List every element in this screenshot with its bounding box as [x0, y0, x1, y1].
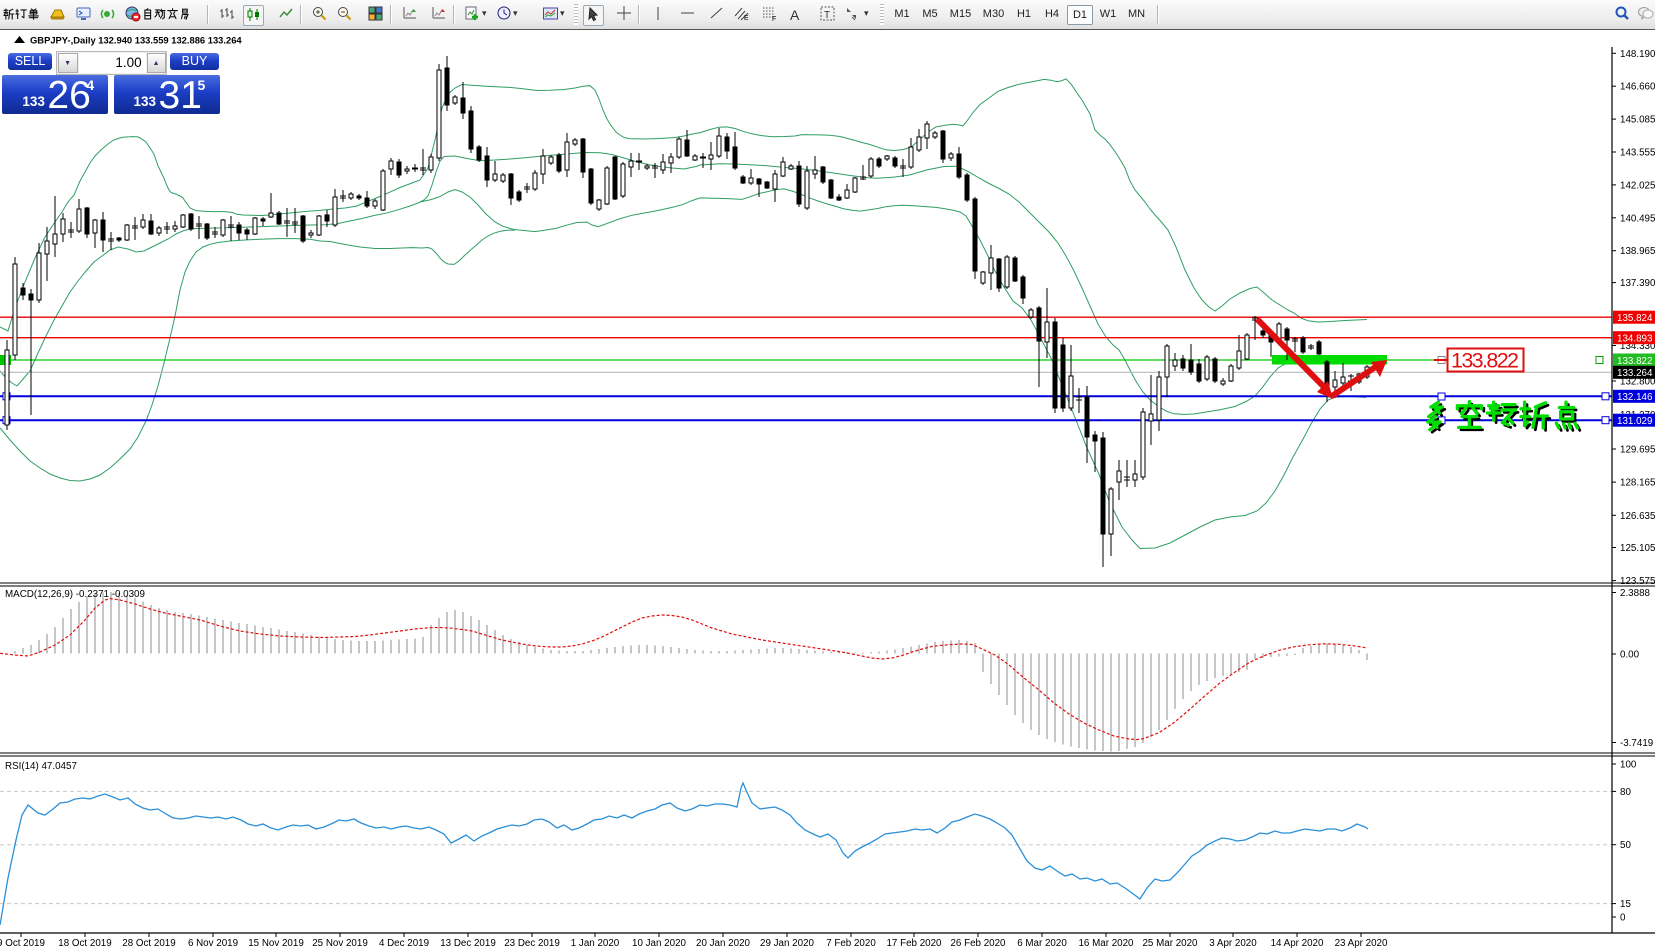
svg-text:129.695: 129.695	[1620, 445, 1655, 456]
svg-text:GBPJPY-,Daily 132.940 133.559: GBPJPY-,Daily 132.940 133.559 132.886 13…	[30, 35, 242, 46]
svg-text:1 Jan 2020: 1 Jan 2020	[571, 938, 620, 949]
svg-text:0.00: 0.00	[1620, 650, 1640, 661]
svg-text:26 Feb 2020: 26 Feb 2020	[950, 938, 1006, 949]
svg-text:138.965: 138.965	[1620, 246, 1655, 257]
svg-text:100: 100	[1620, 760, 1637, 771]
svg-text:15: 15	[1620, 899, 1631, 910]
svg-text:137.390: 137.390	[1620, 278, 1655, 289]
svg-text:RSI(14) 47.0457: RSI(14) 47.0457	[5, 761, 77, 772]
svg-text:125.105: 125.105	[1620, 543, 1655, 554]
svg-text:134.893: 134.893	[1617, 334, 1653, 345]
svg-text:143.555: 143.555	[1620, 148, 1655, 159]
svg-text:29 Jan 2020: 29 Jan 2020	[760, 938, 814, 949]
svg-text:123.575: 123.575	[1620, 576, 1655, 587]
svg-text:132.800: 132.800	[1620, 377, 1655, 388]
svg-text:148.190: 148.190	[1620, 49, 1655, 60]
svg-text:6 Mar 2020: 6 Mar 2020	[1017, 938, 1067, 949]
svg-text:126.635: 126.635	[1620, 511, 1655, 522]
svg-text:15 Nov 2019: 15 Nov 2019	[248, 938, 304, 949]
svg-text:0: 0	[1620, 913, 1626, 924]
svg-text:133.822: 133.822	[1451, 349, 1519, 373]
svg-text:T: T	[824, 10, 830, 21]
svg-text:4 Dec 2019: 4 Dec 2019	[379, 938, 429, 949]
svg-text:6 Nov 2019: 6 Nov 2019	[188, 938, 238, 949]
svg-text:E: E	[744, 15, 749, 22]
svg-text:MACD(12,26,9) -0.2371 -0.0309: MACD(12,26,9) -0.2371 -0.0309	[5, 589, 145, 600]
svg-text:2.3888: 2.3888	[1620, 588, 1651, 599]
svg-text:14 Apr 2020: 14 Apr 2020	[1271, 938, 1324, 949]
svg-text:50: 50	[1620, 840, 1631, 851]
svg-text:-3.7419: -3.7419	[1620, 738, 1653, 749]
svg-text:80: 80	[1620, 787, 1631, 798]
svg-text:128.165: 128.165	[1620, 478, 1655, 489]
svg-text:20 Jan 2020: 20 Jan 2020	[696, 938, 750, 949]
svg-text:140.495: 140.495	[1620, 213, 1655, 224]
svg-text:17 Feb 2020: 17 Feb 2020	[886, 938, 942, 949]
svg-text:16 Mar 2020: 16 Mar 2020	[1078, 938, 1134, 949]
svg-text:9 Oct 2019: 9 Oct 2019	[0, 938, 45, 949]
svg-text:3 Apr 2020: 3 Apr 2020	[1209, 938, 1257, 949]
svg-text:23 Apr 2020: 23 Apr 2020	[1335, 938, 1388, 949]
svg-text:23 Dec 2019: 23 Dec 2019	[504, 938, 560, 949]
svg-text:133.822: 133.822	[1617, 356, 1652, 367]
svg-text:28 Oct 2019: 28 Oct 2019	[122, 938, 175, 949]
svg-text:131.029: 131.029	[1617, 416, 1652, 427]
svg-text:F: F	[772, 16, 776, 22]
svg-text:142.025: 142.025	[1620, 180, 1655, 191]
svg-text:18 Oct 2019: 18 Oct 2019	[58, 938, 111, 949]
svg-text:132.146: 132.146	[1617, 392, 1653, 403]
svg-text:25 Mar 2020: 25 Mar 2020	[1142, 938, 1198, 949]
svg-text:146.660: 146.660	[1620, 82, 1655, 93]
svg-text:25 Nov 2019: 25 Nov 2019	[312, 938, 368, 949]
svg-text:135.824: 135.824	[1617, 313, 1653, 324]
svg-text:13 Dec 2019: 13 Dec 2019	[440, 938, 496, 949]
svg-text:145.085: 145.085	[1620, 115, 1655, 126]
svg-text:133.264: 133.264	[1617, 368, 1653, 379]
svg-text:10 Jan 2020: 10 Jan 2020	[632, 938, 686, 949]
svg-text:134.330: 134.330	[1620, 341, 1655, 352]
svg-text:7 Feb 2020: 7 Feb 2020	[826, 938, 876, 949]
